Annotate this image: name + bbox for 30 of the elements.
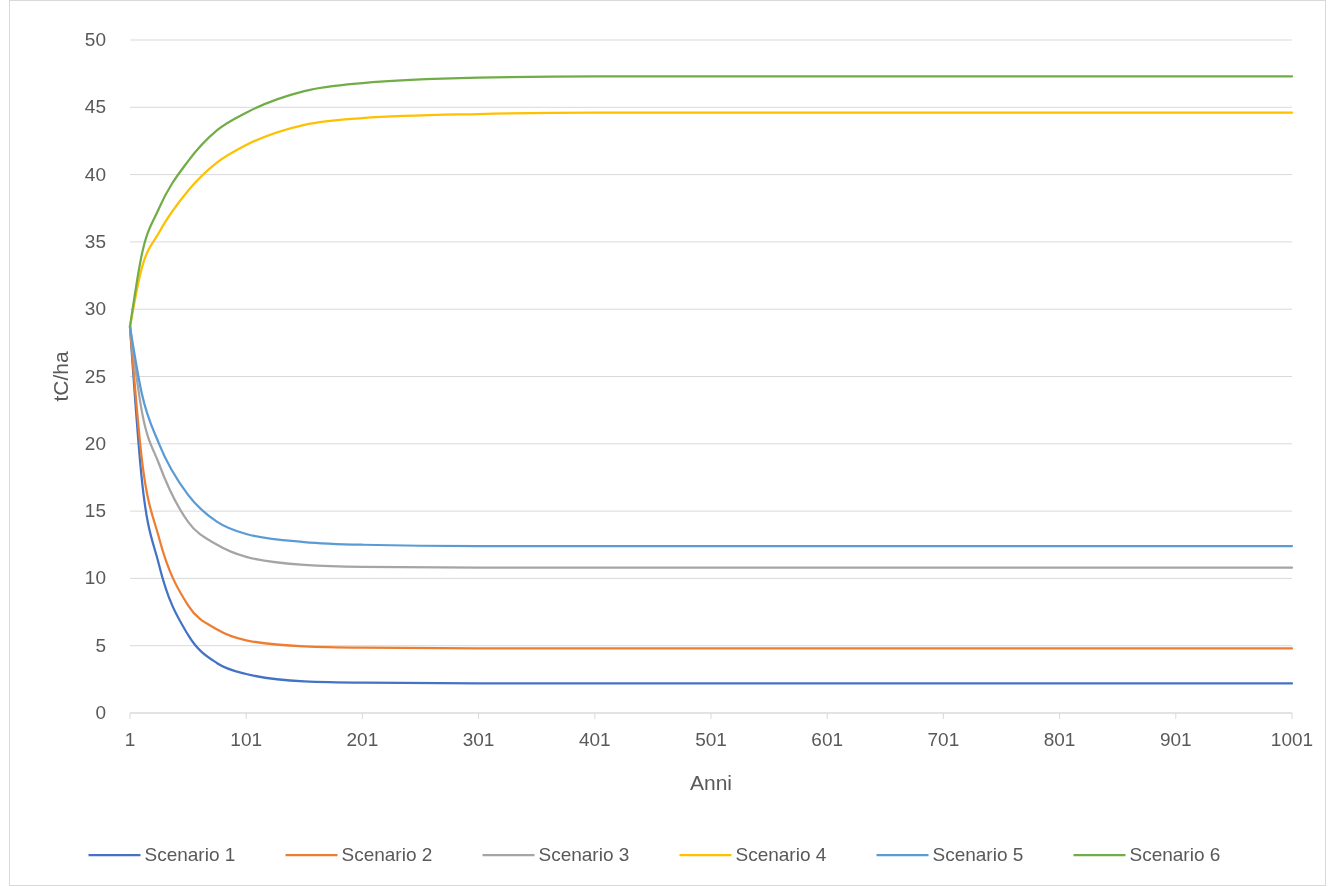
x-tick-label: 701 <box>927 729 960 750</box>
legend-label: Scenario 3 <box>538 844 630 865</box>
x-tick-label: 201 <box>346 729 379 750</box>
x-tick-label: 501 <box>695 729 727 750</box>
y-tick-label: 40 <box>84 163 106 185</box>
legend-label: Scenario 2 <box>341 844 433 865</box>
legend-label: Scenario 5 <box>932 844 1024 865</box>
legend-label: Scenario 1 <box>144 844 236 865</box>
y-tick-label: 25 <box>84 365 106 387</box>
y-tick-label: 5 <box>95 634 106 656</box>
y-tick-label: 45 <box>84 96 106 118</box>
x-tick-label: 1001 <box>1270 729 1314 750</box>
x-tick-label: 601 <box>811 729 844 750</box>
y-axis-title: tC/ha <box>49 351 72 402</box>
x-tick-label: 901 <box>1159 729 1192 750</box>
y-tick-label: 50 <box>84 29 106 50</box>
y-tick-label: 35 <box>84 230 106 252</box>
x-tick-label: 101 <box>230 729 263 750</box>
y-tick-label: 0 <box>95 702 106 723</box>
legend-label: Scenario 6 <box>1129 844 1221 865</box>
y-tick-label: 10 <box>84 567 106 589</box>
x-axis-title: Anni <box>689 771 733 794</box>
legend-label: Scenario 4 <box>735 844 827 865</box>
y-tick-label: 30 <box>84 298 106 320</box>
x-tick-label: 801 <box>1043 729 1076 750</box>
x-tick-label: 301 <box>462 729 495 750</box>
y-tick-label: 15 <box>84 500 106 522</box>
x-tick-label: 1 <box>124 729 136 750</box>
x-tick-label: 401 <box>578 729 611 750</box>
y-tick-label: 20 <box>84 432 106 454</box>
